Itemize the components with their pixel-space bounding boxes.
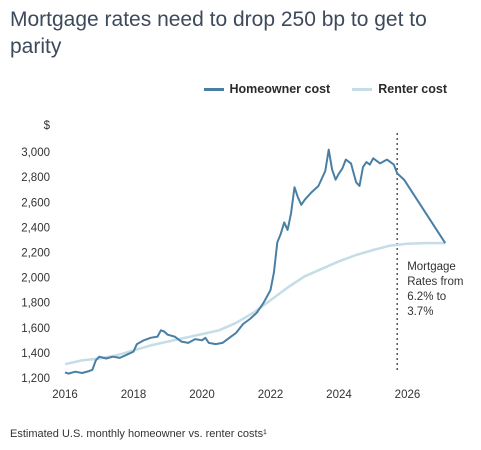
y-tick-label: 3,000 (21, 147, 50, 159)
x-tick-label: 2024 (326, 389, 352, 401)
x-tick-label: 2020 (189, 389, 215, 401)
chart-footnote: Estimated U.S. monthly homeowner vs. ren… (10, 428, 267, 440)
y-tick-label: 2,800 (21, 172, 50, 184)
legend-label-homeowner: Homeowner cost (229, 82, 331, 96)
x-tick-label: 2022 (258, 389, 284, 401)
x-axis: 2016 2018 2020 2022 2024 2026 (52, 389, 420, 401)
chart-title: Mortgage rates need to drop 250 bp to ge… (10, 8, 427, 58)
annotation-line: Rates from (407, 276, 463, 288)
series-line-homeowner-cost (64, 148, 447, 375)
annotation-line: 6.2% to (407, 291, 446, 303)
annotation-line: Mortgage (407, 261, 456, 273)
legend-item-homeowner: Homeowner cost (203, 82, 331, 96)
y-tick-label: 2,400 (21, 222, 50, 234)
y-tick-label: 2,600 (21, 197, 50, 209)
y-tick-label: 2,200 (21, 247, 50, 259)
y-axis: 1,200 1,400 1,600 1,800 2,000 2,200 2,400 2,600… (21, 147, 50, 385)
x-tick-label: 2026 (395, 389, 421, 401)
legend-swatch-homeowner (203, 87, 224, 91)
y-tick-label: 1,600 (21, 323, 50, 335)
mortgage-rate-annotation: Mortgage Rates from 6.2% to 3.7% (407, 261, 463, 318)
y-tick-label: 1,200 (21, 373, 50, 385)
chart-legend: Homeowner cost Renter cost (182, 82, 447, 96)
x-tick-label: 2016 (52, 389, 78, 401)
annotation-line: 3.7% (407, 306, 433, 318)
legend-swatch-renter (352, 87, 373, 91)
legend-label-renter: Renter cost (378, 82, 447, 96)
y-axis-unit-label: $ (44, 120, 51, 132)
y-tick-label: 1,800 (21, 298, 50, 310)
y-tick-label: 1,400 (21, 348, 50, 360)
legend-item-renter: Renter cost (352, 82, 447, 96)
x-tick-label: 2018 (121, 389, 147, 401)
series-line-renter-cost (64, 241, 446, 366)
y-tick-label: 2,000 (21, 273, 50, 285)
